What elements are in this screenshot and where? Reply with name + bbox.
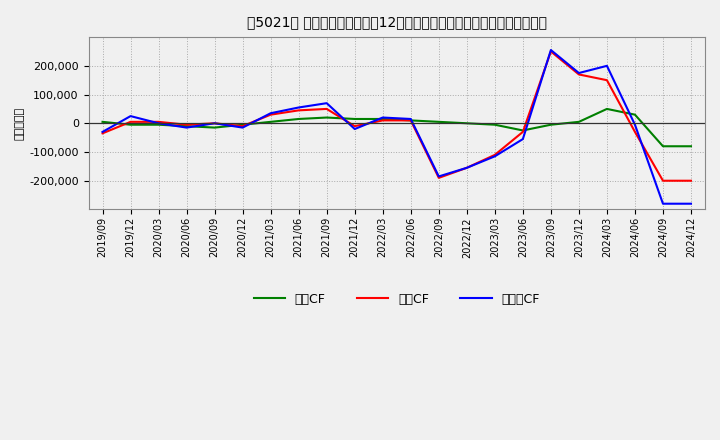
投資CF xyxy=(126,122,135,127)
営業CF xyxy=(266,112,275,117)
投資CF xyxy=(603,106,611,112)
営業CF xyxy=(462,165,471,170)
投資CF xyxy=(210,125,219,130)
投資CF xyxy=(294,116,303,121)
フリーCF xyxy=(294,105,303,110)
営業CF xyxy=(210,121,219,126)
フリーCF xyxy=(351,126,359,132)
フリーCF xyxy=(434,174,443,179)
フリーCF xyxy=(546,48,555,53)
営業CF xyxy=(379,118,387,123)
投資CF xyxy=(546,122,555,127)
営業CF xyxy=(575,72,583,77)
営業CF xyxy=(98,131,107,136)
投資CF xyxy=(238,122,247,127)
投資CF xyxy=(631,112,639,117)
投資CF xyxy=(407,118,415,123)
投資CF xyxy=(266,119,275,125)
投資CF xyxy=(98,119,107,125)
投資CF xyxy=(687,143,696,149)
フリーCF xyxy=(462,165,471,170)
営業CF xyxy=(407,118,415,123)
フリーCF xyxy=(98,129,107,135)
営業CF xyxy=(294,108,303,113)
フリーCF xyxy=(407,116,415,121)
営業CF xyxy=(518,129,527,135)
フリーCF xyxy=(518,136,527,142)
Y-axis label: （百万円）: （百万円） xyxy=(15,107,25,140)
投資CF xyxy=(434,119,443,125)
フリーCF xyxy=(323,100,331,106)
フリーCF xyxy=(659,201,667,206)
フリーCF xyxy=(126,114,135,119)
フリーCF xyxy=(603,63,611,69)
投資CF xyxy=(154,122,163,127)
フリーCF xyxy=(182,125,191,130)
営業CF xyxy=(603,77,611,83)
フリーCF xyxy=(154,121,163,126)
フリーCF xyxy=(238,125,247,130)
投資CF xyxy=(351,116,359,121)
営業CF xyxy=(154,119,163,125)
営業CF xyxy=(687,178,696,183)
フリーCF xyxy=(266,110,275,116)
営業CF xyxy=(323,106,331,112)
営業CF xyxy=(434,175,443,180)
投資CF xyxy=(518,128,527,133)
フリーCF xyxy=(490,154,499,159)
営業CF xyxy=(659,178,667,183)
フリーCF xyxy=(631,122,639,127)
投資CF xyxy=(490,122,499,127)
投資CF xyxy=(575,119,583,125)
営業CF xyxy=(631,129,639,135)
営業CF xyxy=(182,122,191,127)
営業CF xyxy=(351,124,359,129)
投資CF xyxy=(323,115,331,120)
フリーCF xyxy=(210,121,219,126)
フリーCF xyxy=(687,201,696,206)
投資CF xyxy=(462,121,471,126)
Line: 営業CF: 営業CF xyxy=(102,51,691,181)
Title: ［5021］ キャッシュフローの12か月移動合計の対前年同期増減額の推移: ［5021］ キャッシュフローの12か月移動合計の対前年同期増減額の推移 xyxy=(247,15,546,29)
Legend: 投資CF, 営業CF, フリーCF: 投資CF, 営業CF, フリーCF xyxy=(248,288,545,311)
フリーCF xyxy=(379,115,387,120)
投資CF xyxy=(182,124,191,129)
Line: フリーCF: フリーCF xyxy=(102,50,691,204)
Line: 投資CF: 投資CF xyxy=(102,109,691,146)
営業CF xyxy=(490,152,499,158)
営業CF xyxy=(238,124,247,129)
営業CF xyxy=(126,119,135,125)
営業CF xyxy=(546,49,555,54)
投資CF xyxy=(659,143,667,149)
投資CF xyxy=(379,116,387,121)
フリーCF xyxy=(575,70,583,76)
